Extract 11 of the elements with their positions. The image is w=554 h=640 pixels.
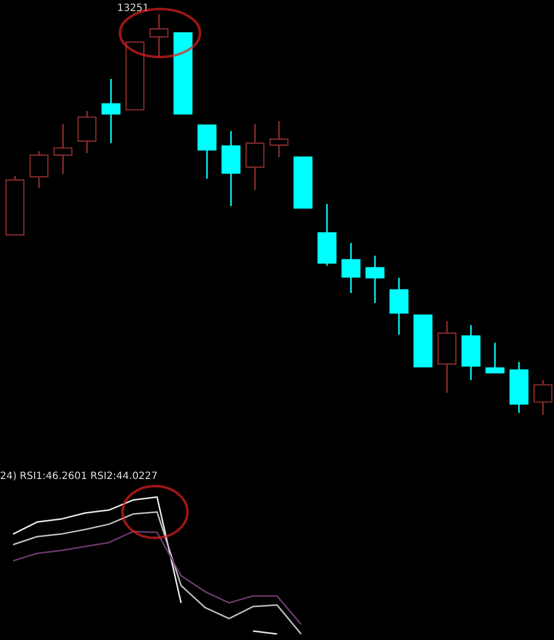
candlestick	[389, 277, 408, 336]
candlestick	[270, 120, 288, 158]
candlestick	[54, 123, 72, 175]
annotation: 13251	[117, 3, 149, 14]
candlestick	[365, 255, 384, 304]
candlestick	[30, 150, 48, 189]
candlestick	[341, 242, 360, 294]
candlestick	[102, 78, 120, 144]
candlestick	[150, 13, 168, 58]
candlestick	[485, 342, 504, 374]
chart-title: 24) RSI1:46.2601 RSI2:44.0227	[0, 471, 158, 482]
